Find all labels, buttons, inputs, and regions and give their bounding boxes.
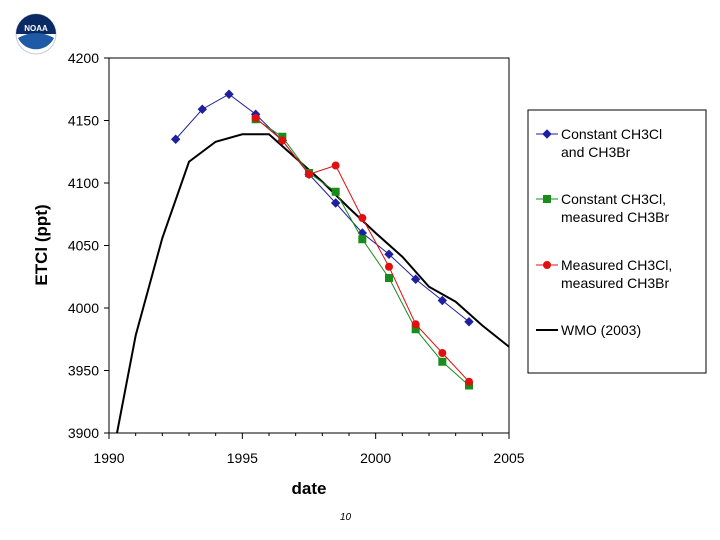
data-point bbox=[464, 317, 474, 327]
y-tick-label: 4000 bbox=[68, 300, 99, 316]
legend-item: Constant CH3Cl, measured CH3Br bbox=[536, 191, 669, 225]
plot-area bbox=[108, 57, 510, 434]
data-point bbox=[358, 214, 367, 222]
legend-label: measured CH3Br bbox=[561, 209, 669, 225]
legend-item: WMO (2003) bbox=[536, 322, 641, 338]
y-tick-label: 4200 bbox=[68, 50, 99, 66]
legend-marker bbox=[542, 129, 552, 139]
x-tick-label: 2005 bbox=[493, 450, 524, 466]
y-axis-title: ETCl (ppt) bbox=[32, 204, 51, 285]
x-axis: 1990 1995 2000 2005 bbox=[93, 433, 525, 466]
data-point bbox=[331, 187, 340, 196]
legend-label: WMO (2003) bbox=[561, 322, 641, 338]
legend-marker bbox=[543, 261, 551, 269]
data-point bbox=[305, 170, 313, 179]
data-point bbox=[384, 249, 394, 259]
noaa-logo-text: NOAA bbox=[24, 24, 48, 33]
data-point bbox=[197, 104, 208, 114]
legend-item: Constant CH3Cl and CH3Br bbox=[536, 126, 662, 160]
series-line bbox=[255, 118, 470, 386]
data-point bbox=[411, 320, 420, 329]
data-point bbox=[330, 198, 341, 208]
legend-label: Constant CH3Cl, bbox=[561, 191, 666, 207]
x-axis-title: date bbox=[292, 479, 327, 498]
legend-label: Measured CH3Cl, bbox=[561, 257, 672, 273]
legend-label: Constant CH3Cl bbox=[561, 126, 662, 142]
data-point bbox=[438, 357, 447, 366]
y-tick-label: 3900 bbox=[68, 425, 99, 441]
data-point bbox=[224, 89, 234, 99]
data-point bbox=[438, 349, 447, 357]
series-line bbox=[255, 117, 470, 383]
data-point bbox=[251, 114, 260, 122]
data-point bbox=[170, 134, 181, 144]
data-point bbox=[385, 274, 393, 282]
data-point bbox=[278, 136, 287, 145]
legend: Constant CH3Cl and CH3Br Constant CH3Cl, me… bbox=[527, 109, 707, 374]
data-point bbox=[358, 235, 367, 244]
legend-label: and CH3Br bbox=[561, 144, 631, 160]
series-0 bbox=[170, 89, 474, 327]
x-tick-label: 2000 bbox=[360, 450, 391, 466]
series-1 bbox=[251, 115, 473, 390]
series-layer bbox=[116, 89, 510, 434]
y-tick-label: 4100 bbox=[68, 175, 99, 191]
legend-item: Measured CH3Cl, measured CH3Br bbox=[536, 257, 672, 291]
y-tick-label: 4050 bbox=[68, 238, 99, 254]
x-tick-label: 1990 bbox=[93, 450, 124, 466]
legend-marker bbox=[543, 195, 551, 203]
y-axis: 3900 3950 4000 4050 4100 4150 4200 bbox=[68, 50, 109, 441]
data-point bbox=[465, 377, 473, 386]
legend-label: measured CH3Br bbox=[561, 275, 669, 291]
x-tick-label: 1995 bbox=[227, 450, 258, 466]
series-2 bbox=[251, 114, 473, 386]
noaa-logo: NOAA bbox=[15, 13, 57, 55]
data-point bbox=[385, 262, 393, 271]
series-line bbox=[175, 93, 470, 323]
page-number: 10 bbox=[340, 512, 352, 523]
data-point bbox=[410, 274, 421, 284]
data-point bbox=[437, 295, 448, 306]
y-tick-label: 4150 bbox=[68, 113, 99, 129]
y-tick-label: 3950 bbox=[68, 363, 99, 379]
data-point bbox=[331, 161, 340, 170]
